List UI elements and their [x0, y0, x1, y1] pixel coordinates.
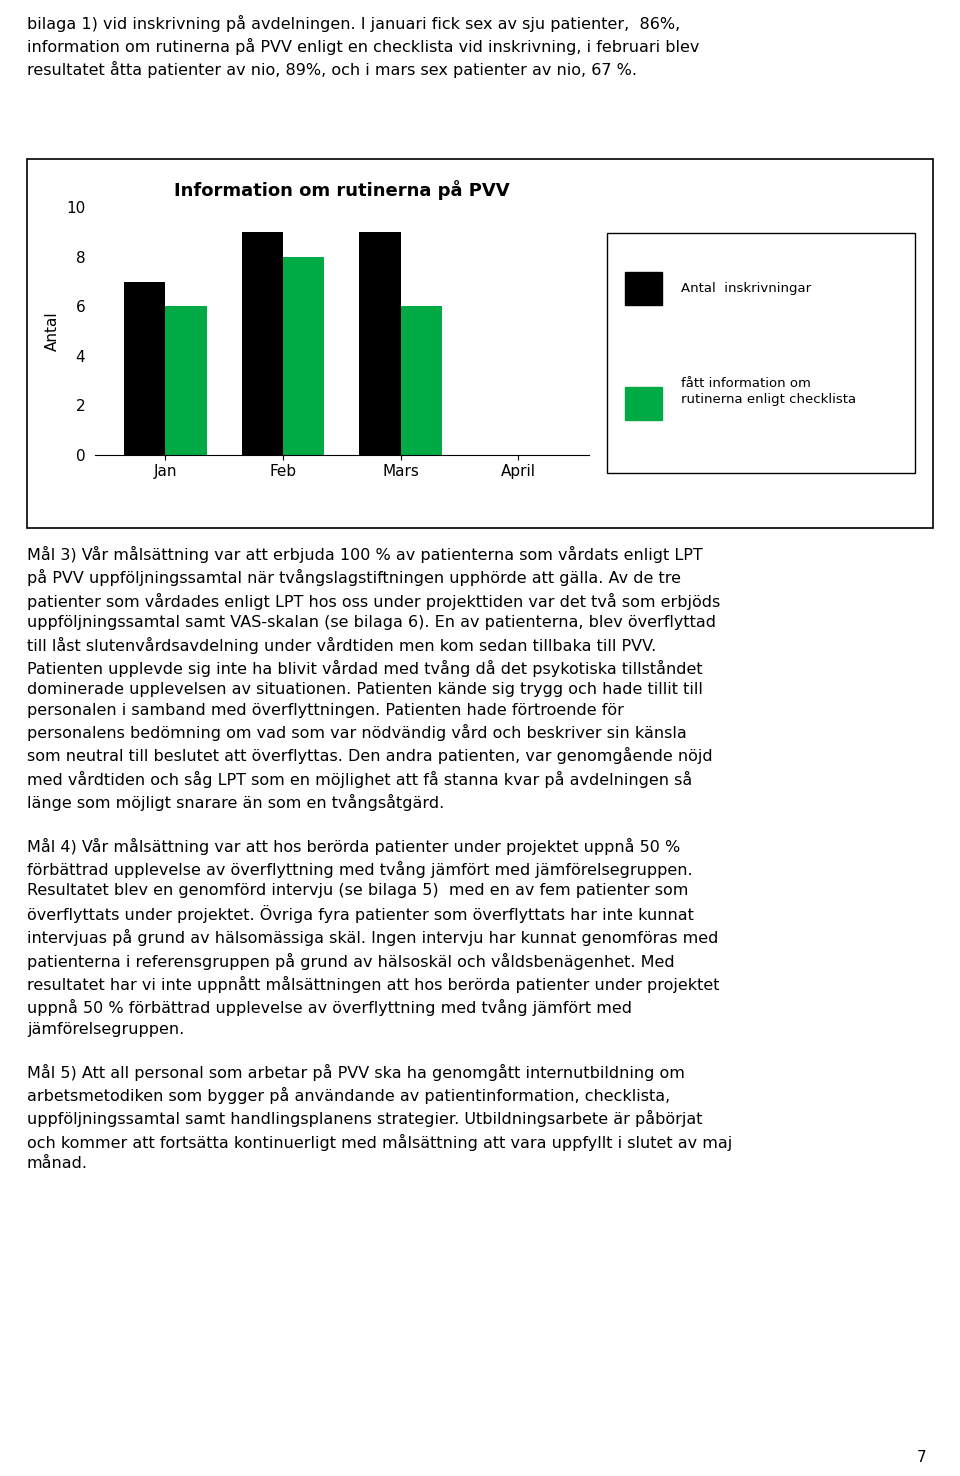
Bar: [400, 307, 442, 455]
Bar: [625, 387, 662, 421]
Bar: [283, 257, 324, 455]
Text: Antal  inskrivningar: Antal inskrivningar: [681, 282, 811, 295]
Y-axis label: Antal: Antal: [45, 311, 60, 351]
Bar: [359, 232, 400, 455]
Text: 7: 7: [917, 1449, 926, 1464]
Bar: [242, 232, 283, 455]
Bar: [124, 282, 165, 455]
Text: bilaga 1) vid inskrivning på avdelningen. I januari fick sex av sju patienter,  : bilaga 1) vid inskrivning på avdelningen…: [27, 15, 699, 78]
Title: Information om rutinerna på PVV: Information om rutinerna på PVV: [174, 180, 510, 201]
Text: fått information om
rutinerna enligt checklista: fått information om rutinerna enligt che…: [681, 376, 856, 406]
Bar: [625, 272, 662, 306]
Text: Mål 3) Vår målsättning var att erbjuda 100 % av patienterna som vårdats enligt L: Mål 3) Vår målsättning var att erbjuda 1…: [27, 546, 732, 1170]
Bar: [165, 307, 206, 455]
